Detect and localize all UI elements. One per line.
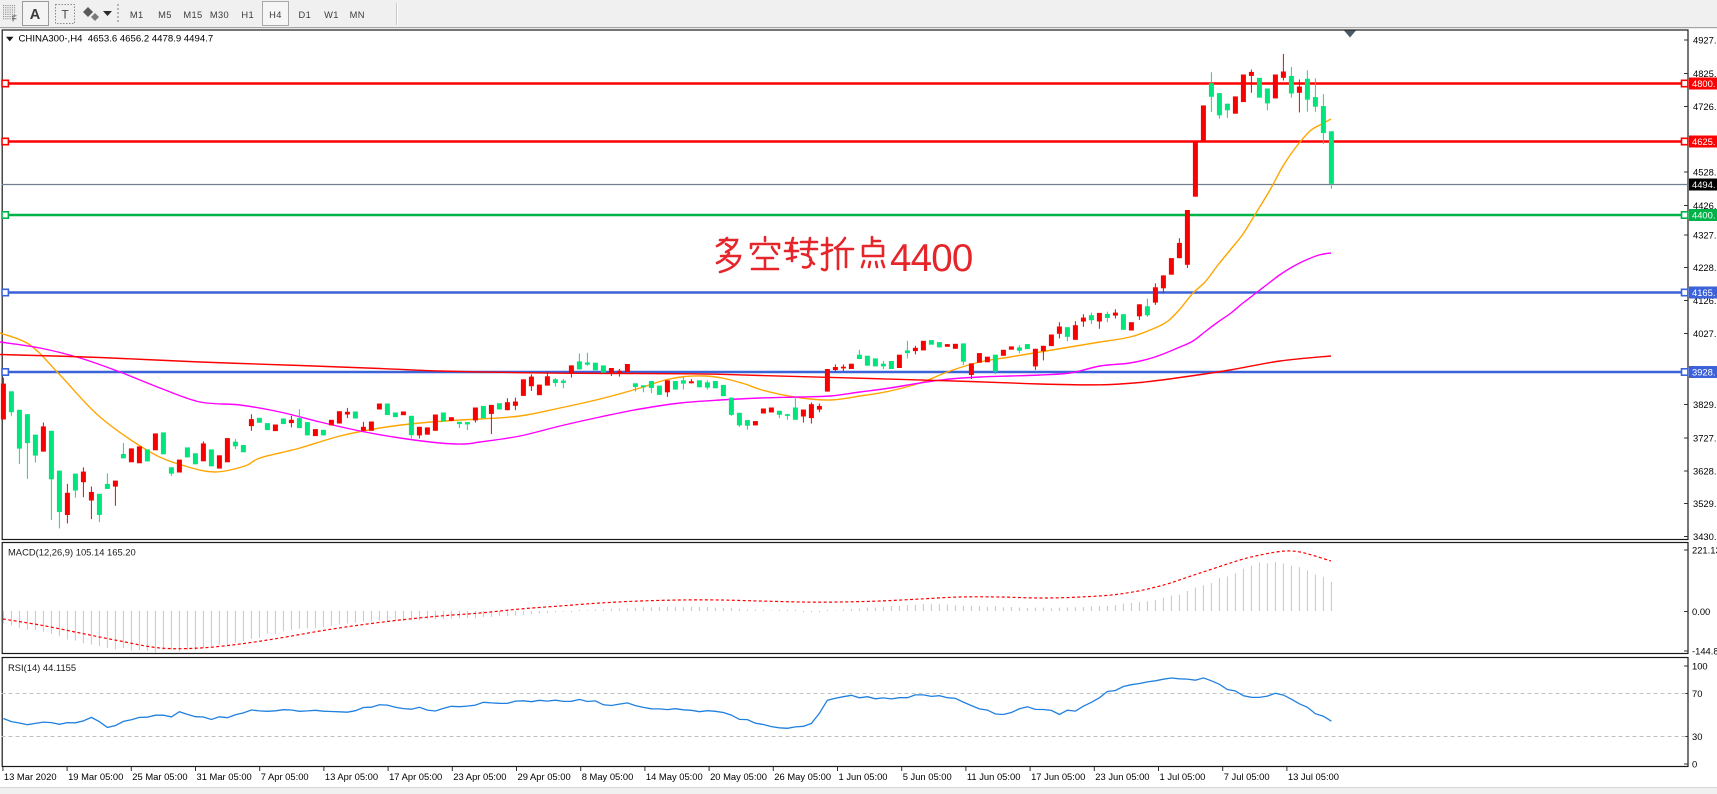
svg-text:H4: H4	[269, 10, 282, 20]
svg-text:70: 70	[1692, 688, 1702, 699]
svg-text:4126.: 4126.	[1693, 295, 1716, 306]
svg-text:1 Jun 05:00: 1 Jun 05:00	[839, 771, 888, 782]
svg-text:4426.: 4426.	[1693, 200, 1716, 211]
svg-text:M30: M30	[210, 10, 229, 20]
svg-text:3628.: 3628.	[1693, 465, 1716, 476]
svg-text:7 Apr 05:00: 7 Apr 05:00	[261, 771, 309, 782]
svg-text:0: 0	[1692, 758, 1697, 769]
svg-text:26 May 05:00: 26 May 05:00	[774, 771, 831, 782]
svg-text:4800.: 4800.	[1692, 78, 1715, 89]
svg-text:MN: MN	[350, 10, 365, 20]
svg-text:MACD(12,26,9) 105.14 165.20: MACD(12,26,9) 105.14 165.20	[8, 547, 136, 558]
svg-text:F: F	[12, 15, 17, 24]
svg-text:8 May 05:00: 8 May 05:00	[582, 771, 634, 782]
svg-text:13 Apr 05:00: 13 Apr 05:00	[325, 771, 378, 782]
svg-text:31 Mar 05:00: 31 Mar 05:00	[197, 771, 252, 782]
svg-text:17 Jun 05:00: 17 Jun 05:00	[1031, 771, 1085, 782]
svg-text:3727.: 3727.	[1693, 432, 1716, 443]
svg-text:4625.: 4625.	[1692, 136, 1715, 147]
svg-text:CHINA300-,H4 4653.6 4656.2 44: CHINA300-,H4 4653.6 4656.2 4478.9 4494.7	[19, 34, 214, 45]
svg-text:M1: M1	[130, 10, 144, 20]
svg-text:4027.: 4027.	[1693, 328, 1716, 339]
svg-text:A: A	[30, 7, 41, 23]
svg-text:30: 30	[1692, 731, 1702, 742]
svg-text:20 May 05:00: 20 May 05:00	[710, 771, 767, 782]
svg-text:7 Jul 05:00: 7 Jul 05:00	[1224, 771, 1270, 782]
svg-text:T: T	[61, 8, 69, 22]
svg-text:221.13: 221.13	[1692, 544, 1717, 555]
svg-text:4726.: 4726.	[1693, 101, 1716, 112]
svg-text:H1: H1	[241, 10, 254, 20]
svg-text:RSI(14) 44.1155: RSI(14) 44.1155	[8, 662, 76, 673]
svg-text:1 Jul 05:00: 1 Jul 05:00	[1160, 771, 1206, 782]
svg-text:5 Jun 05:00: 5 Jun 05:00	[903, 771, 952, 782]
svg-text:4528.: 4528.	[1693, 166, 1716, 177]
svg-text:M15: M15	[183, 10, 202, 20]
svg-text:M5: M5	[158, 10, 172, 20]
svg-text:D1: D1	[299, 10, 312, 20]
svg-text:100: 100	[1692, 660, 1708, 671]
svg-text:4400.: 4400.	[1692, 210, 1715, 221]
svg-text:3430.: 3430.	[1693, 531, 1716, 542]
svg-text:4327.: 4327.	[1693, 229, 1716, 240]
svg-text:3928.: 3928.	[1692, 367, 1715, 378]
svg-text:4825.: 4825.	[1693, 68, 1716, 79]
svg-text:19 Mar 05:00: 19 Mar 05:00	[68, 771, 123, 782]
svg-text:0.00: 0.00	[1692, 606, 1710, 617]
svg-text:29 Apr 05:00: 29 Apr 05:00	[518, 771, 571, 782]
svg-text:23 Jun 05:00: 23 Jun 05:00	[1095, 771, 1149, 782]
svg-text:W1: W1	[324, 10, 339, 20]
svg-text:13 Jul 05:00: 13 Jul 05:00	[1288, 771, 1339, 782]
svg-text:3829.: 3829.	[1693, 399, 1716, 410]
svg-text:4494.: 4494.	[1692, 179, 1715, 190]
svg-text:11 Jun 05:00: 11 Jun 05:00	[967, 771, 1021, 782]
svg-text:3529.: 3529.	[1693, 498, 1716, 509]
svg-text:4400: 4400	[890, 237, 972, 280]
svg-text:4165.: 4165.	[1692, 287, 1715, 298]
svg-text:4927.: 4927.	[1693, 34, 1716, 45]
svg-text:25 Mar 05:00: 25 Mar 05:00	[132, 771, 187, 782]
svg-text:17 Apr 05:00: 17 Apr 05:00	[389, 771, 442, 782]
svg-text:4228.: 4228.	[1693, 262, 1716, 273]
svg-text:-144.8: -144.8	[1692, 645, 1717, 656]
svg-text:14 May 05:00: 14 May 05:00	[646, 771, 703, 782]
svg-text:23 Apr 05:00: 23 Apr 05:00	[453, 771, 506, 782]
svg-text:13 Mar 2020: 13 Mar 2020	[4, 771, 57, 782]
